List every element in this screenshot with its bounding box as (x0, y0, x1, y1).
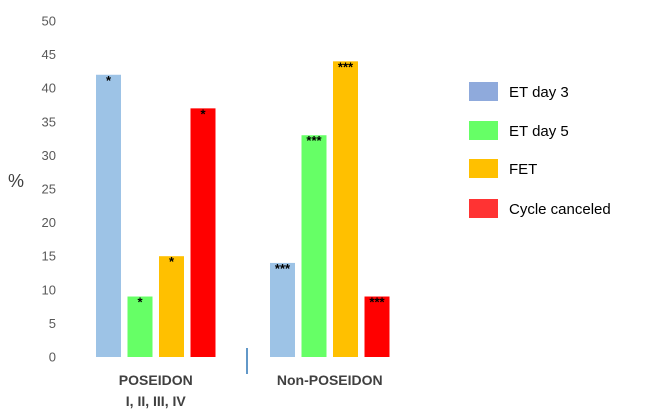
significance-marker: * (169, 254, 175, 269)
legend-item: FET (469, 159, 537, 178)
y-axis-ticks: 0 5 10 15 20 25 30 35 40 45 50 (42, 14, 56, 365)
significance-annotations: **************** (106, 59, 386, 309)
bar (301, 135, 327, 357)
y-tick-label: 50 (42, 14, 56, 29)
significance-marker: *** (338, 59, 354, 74)
bar (270, 262, 295, 357)
bar (127, 296, 153, 357)
y-tick-label: 30 (42, 148, 56, 163)
significance-marker: * (137, 295, 143, 310)
legend-label: ET day 5 (509, 123, 569, 140)
y-tick-label: 0 (49, 350, 56, 365)
legend-item: ET day 5 (469, 121, 569, 140)
legend-swatch (469, 159, 498, 178)
significance-marker: *** (369, 295, 385, 310)
significance-marker: * (106, 73, 112, 88)
bar (159, 256, 184, 357)
bar (96, 74, 121, 357)
y-tick-label: 15 (42, 249, 56, 264)
bar (333, 61, 358, 357)
significance-marker: * (200, 106, 206, 121)
legend: ET day 3 ET day 5 FET Cycle canceled (469, 82, 611, 218)
bar-series (96, 61, 390, 357)
category-label: POSEIDON (119, 372, 193, 388)
y-tick-label: 40 (42, 81, 56, 96)
category-label-line2: I, II, III, IV (126, 393, 187, 409)
legend-swatch (469, 82, 498, 101)
y-tick-label: 10 (42, 282, 56, 297)
legend-swatch (469, 199, 498, 218)
legend-swatch (469, 121, 498, 140)
legend-label: FET (509, 161, 537, 178)
bar (190, 108, 216, 357)
legend-item: Cycle canceled (469, 199, 611, 218)
legend-label: ET day 3 (509, 84, 569, 101)
bar (364, 296, 390, 357)
legend-label: Cycle canceled (509, 201, 611, 218)
category-labels: POSEIDON I, II, III, IV Non-POSEIDON (119, 372, 383, 409)
legend-item: ET day 3 (469, 82, 569, 101)
y-axis-label: % (8, 171, 24, 191)
significance-marker: *** (275, 261, 291, 276)
y-tick-label: 35 (42, 114, 56, 129)
category-label: Non-POSEIDON (277, 372, 383, 388)
y-tick-label: 25 (42, 182, 56, 197)
y-tick-label: 5 (49, 316, 56, 331)
y-tick-label: 20 (42, 215, 56, 230)
y-tick-label: 45 (42, 47, 56, 62)
significance-marker: *** (306, 133, 322, 148)
